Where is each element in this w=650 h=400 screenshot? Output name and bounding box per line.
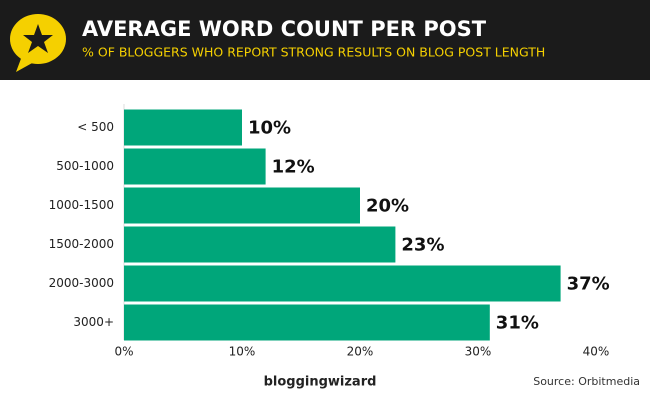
y-tick-label: 3000+: [73, 315, 114, 329]
bar: [124, 226, 396, 263]
header-band: [0, 0, 650, 80]
bar: [124, 148, 266, 185]
y-tick-label: 1000-1500: [49, 198, 114, 212]
y-tick-label: 500-1000: [56, 159, 114, 173]
y-tick-label: < 500: [77, 120, 114, 134]
source: Source: Orbitmedia: [533, 375, 640, 388]
bar: [124, 265, 561, 302]
value-label: 37%: [567, 274, 610, 295]
y-tick-label: 2000-3000: [49, 276, 114, 290]
chart-title: AVERAGE WORD COUNT PER POST: [82, 17, 487, 41]
header-icon: [10, 14, 66, 72]
value-label: 10%: [248, 118, 291, 139]
y-tick-label: 1500-2000: [49, 237, 114, 251]
bar: [124, 304, 490, 341]
value-label: 12%: [272, 157, 315, 178]
chart-subtitle: % OF BLOGGERS WHO REPORT STRONG RESULTS …: [82, 45, 545, 60]
logo: bloggingwizard: [264, 375, 377, 390]
x-tick-label: 0%: [114, 345, 133, 359]
x-tick-label: 20%: [347, 345, 374, 359]
value-label: 31%: [496, 313, 539, 334]
bar: [124, 109, 242, 146]
value-label: 23%: [401, 235, 444, 256]
x-tick-label: 40%: [583, 345, 610, 359]
x-tick-label: 30%: [465, 345, 492, 359]
value-label: 20%: [366, 196, 409, 217]
bar: [124, 187, 360, 224]
x-tick-label: 10%: [229, 345, 256, 359]
